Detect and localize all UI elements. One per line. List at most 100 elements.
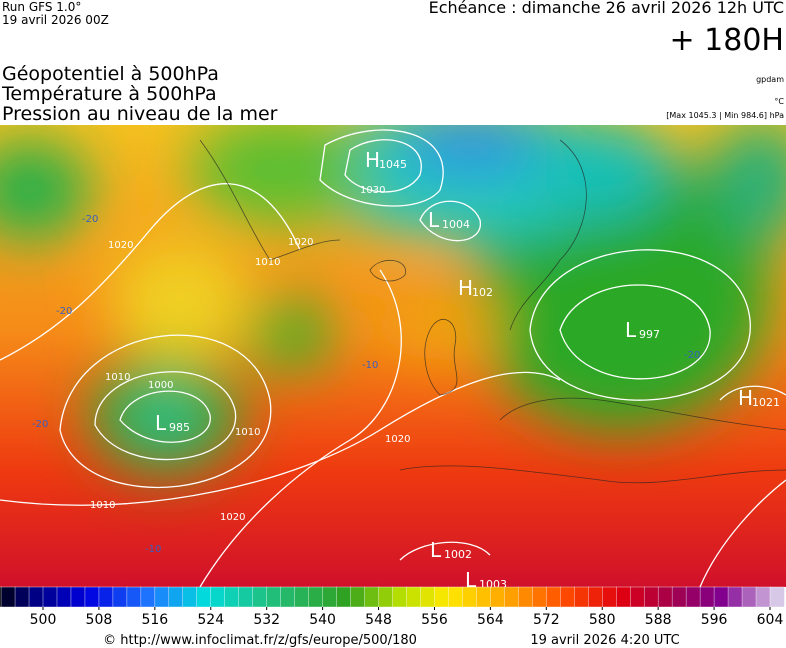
colorbar-label: 564 (477, 612, 504, 628)
center-symbol: L (155, 411, 167, 435)
colorbar-swatch (420, 586, 436, 608)
colorbar-swatch (713, 586, 729, 608)
colorbar-swatch (350, 586, 366, 608)
colorbar-swatch (741, 586, 757, 608)
lead-time: + 180H (670, 23, 785, 58)
isotherm-label: -20 (56, 306, 72, 317)
colorbar-swatch (685, 586, 701, 608)
colorbar-label: 524 (197, 612, 224, 628)
map (0, 125, 786, 587)
colorbar-swatch (238, 586, 254, 608)
isotherm-label: -20 (32, 419, 48, 430)
isobars (0, 129, 786, 587)
colorbar-swatch (560, 586, 575, 608)
colorbar-swatch (574, 586, 589, 608)
colorbar-swatch (392, 586, 408, 608)
colorbar-swatch (126, 586, 142, 608)
colorbar-swatch (657, 586, 673, 608)
colorbar-swatch (406, 586, 422, 608)
colorbar-swatch (294, 586, 310, 608)
center-value: 102 (472, 286, 493, 299)
colorbar-swatch (322, 586, 338, 608)
colorbar-swatch (616, 586, 631, 608)
colorbar-swatch (755, 586, 771, 608)
center-value: 1045 (379, 158, 407, 171)
colorbar-swatch (643, 586, 659, 608)
colorbar-swatch (532, 586, 548, 608)
colorbar-swatch (84, 586, 100, 608)
colorbar-swatch (252, 586, 268, 608)
center-value: 1002 (444, 548, 472, 561)
colorbar-swatch (154, 586, 170, 608)
colorbar-swatch (629, 586, 645, 608)
colorbar-label: 588 (645, 612, 672, 628)
issued: 19 avril 2026 4:20 UTC (530, 633, 679, 648)
center-value: 1004 (442, 218, 470, 231)
unit: [Max 1045.3 | Min 984.6] hPa (666, 111, 784, 120)
colorbar-swatch (518, 586, 534, 608)
colorbar-swatch (308, 586, 324, 608)
colorbar-swatch (476, 586, 492, 608)
colorbar-swatch (699, 586, 715, 608)
colorbar-label: 572 (533, 612, 560, 628)
colorbar-swatch (280, 586, 296, 608)
colorbar: 500 508 516 524 532 540 548 556 564 572 580 588 596 6… (0, 586, 785, 628)
colorbar-label: 604 (757, 612, 784, 628)
colorbar-label: 580 (589, 612, 616, 628)
source: © http://www.infoclimat.fr/z/gfs/europe/… (103, 633, 417, 648)
center-symbol: H (365, 148, 380, 172)
isobar-label: 1020 (220, 512, 245, 523)
isobar-label: 1010 (90, 500, 115, 511)
colorbar-label: 532 (253, 612, 280, 628)
colorbar-swatch (727, 586, 743, 608)
center-symbol: L (430, 538, 442, 562)
isotherm-label: -20 (684, 350, 700, 361)
isobar-label: 1020 (108, 240, 133, 251)
run-date: 19 avril 2026 00Z (2, 13, 109, 27)
colorbar-swatch (504, 586, 520, 608)
colorbar-swatch (364, 586, 380, 608)
colorbar-swatch (182, 586, 198, 608)
field: Pression au niveau de la mer (2, 103, 278, 125)
center-symbol: L (428, 208, 440, 232)
colorbar-swatch (588, 586, 603, 608)
colorbar-swatch (112, 586, 128, 608)
colorbar-swatch (42, 586, 58, 608)
colorbar-swatch (0, 586, 16, 608)
center-value: 985 (169, 421, 190, 434)
colorbar-swatch (671, 586, 687, 608)
center-symbol: H (738, 386, 753, 410)
isobar-label: 1030 (360, 185, 385, 196)
colorbar-swatch (378, 586, 394, 608)
colorbar-swatch (98, 586, 114, 608)
isobar-label: 1010 (235, 427, 260, 438)
isotherm-label: -10 (362, 360, 378, 371)
colorbar-label: 548 (365, 612, 392, 628)
colorbar-swatch (448, 586, 464, 608)
colorbar-swatch (490, 586, 506, 608)
colorbar-label: 596 (701, 612, 728, 628)
coastlines (199, 139, 786, 484)
colorbar-label: 516 (141, 612, 168, 628)
center-symbol: L (625, 318, 637, 342)
colorbar-swatch (196, 586, 212, 608)
run: Run GFS 1.0° (2, 0, 81, 14)
center-value: 1021 (752, 396, 780, 409)
colorbar-swatch (28, 586, 44, 608)
field: Géopotentiel à 500hPa (2, 63, 219, 85)
field: Température à 500hPa (1, 83, 217, 105)
center-symbol: H (458, 276, 473, 300)
colorbar-swatch (266, 586, 282, 608)
colorbar-label: 540 (309, 612, 336, 628)
isotherm-label: -20 (82, 214, 98, 225)
colorbar-swatch (546, 586, 561, 608)
isobar-label: 1000 (148, 380, 173, 391)
isobar-label: 1010 (105, 372, 130, 383)
valid-time: Echéance : dimanche 26 avril 2026 12h UT… (429, 0, 784, 17)
colorbar-swatch (462, 586, 478, 608)
colorbar-swatch (336, 586, 352, 608)
isotherm-label: -10 (145, 544, 161, 555)
